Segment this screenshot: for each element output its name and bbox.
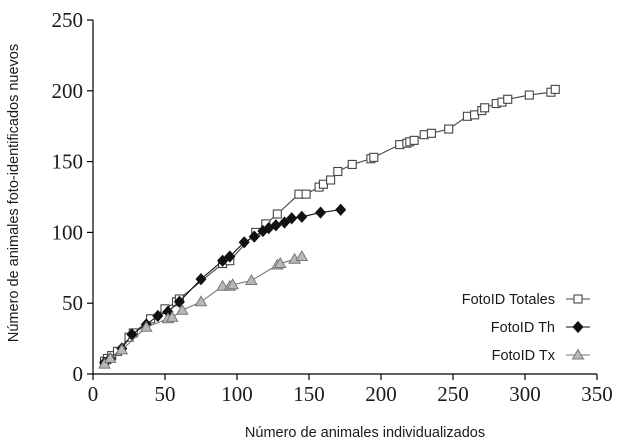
- data-point: [248, 230, 260, 243]
- data-point: [152, 309, 164, 323]
- y-axis-title: Número de animales foto-identificados nu…: [6, 44, 22, 342]
- x-tick-label: 250: [437, 382, 469, 406]
- data-point: [98, 357, 111, 369]
- legend-label: FotoID Totales: [462, 292, 555, 308]
- data-point: [115, 343, 129, 355]
- x-tick-label: 100: [221, 382, 253, 406]
- data-point: [314, 206, 327, 219]
- legend-marker: [572, 320, 584, 334]
- data-point: [347, 159, 357, 169]
- data-point: [165, 310, 179, 322]
- x-tick-label: 300: [509, 382, 541, 406]
- y-tick-label: 250: [52, 8, 84, 32]
- y-axis-ticks: 0 50 100 150 200 250: [52, 8, 93, 386]
- data-point: [270, 219, 282, 232]
- data-point: [550, 84, 560, 94]
- data-point: [195, 273, 207, 286]
- legend-item: FotoID Totales: [462, 292, 590, 308]
- legend-marker: [573, 294, 583, 304]
- data-point: [409, 135, 419, 145]
- plot-area: 0 50 100 150 200 250 300 350 0 50 100 150 200 250: [52, 8, 613, 406]
- legend-item: FotoID Th: [491, 320, 590, 336]
- data-point: [224, 250, 236, 263]
- y-tick-label: 100: [52, 220, 84, 244]
- x-tick-label: 0: [88, 382, 99, 406]
- y-tick-label: 50: [62, 291, 83, 315]
- data-point: [444, 124, 454, 134]
- data-point: [272, 209, 282, 219]
- data-point: [503, 94, 513, 104]
- data-point: [335, 203, 347, 216]
- series-2: [98, 249, 309, 369]
- data-point: [278, 216, 291, 229]
- data-point: [226, 278, 240, 290]
- data-point: [175, 303, 189, 315]
- data-point: [326, 175, 336, 185]
- series-line: [104, 255, 303, 365]
- data-point: [301, 189, 311, 199]
- y-tick-label: 150: [52, 150, 84, 174]
- series-1: [98, 203, 347, 369]
- legend-label: FotoID Tx: [492, 348, 556, 364]
- data-point: [194, 295, 208, 307]
- data-point: [286, 212, 298, 225]
- legend: FotoID Totales FotoID Th FotoID Tx: [462, 292, 590, 364]
- y-tick-label: 200: [52, 79, 84, 103]
- data-point: [426, 128, 436, 138]
- data-point: [480, 103, 490, 113]
- x-tick-label: 150: [293, 382, 325, 406]
- data-point: [296, 210, 308, 223]
- x-tick-label: 200: [365, 382, 397, 406]
- series-layer: [98, 84, 560, 369]
- x-tick-label: 50: [155, 382, 176, 406]
- data-point: [139, 320, 153, 332]
- x-axis-title: Número de animales individualizados: [245, 425, 485, 441]
- data-point: [295, 249, 309, 261]
- legend-label: FotoID Th: [491, 320, 555, 336]
- legend-marker: [571, 348, 585, 360]
- legend-item: FotoID Tx: [492, 348, 590, 364]
- x-tick-label: 350: [581, 382, 613, 406]
- data-point: [273, 257, 287, 269]
- data-point: [238, 236, 250, 249]
- data-point: [524, 90, 534, 100]
- data-point: [103, 351, 117, 363]
- data-point: [217, 254, 229, 267]
- data-point: [369, 152, 379, 162]
- y-tick-label: 0: [73, 362, 84, 386]
- data-point: [245, 274, 258, 286]
- x-axis-ticks: 0 50 100 150 200 250 300 350: [88, 374, 613, 406]
- data-point: [333, 166, 343, 177]
